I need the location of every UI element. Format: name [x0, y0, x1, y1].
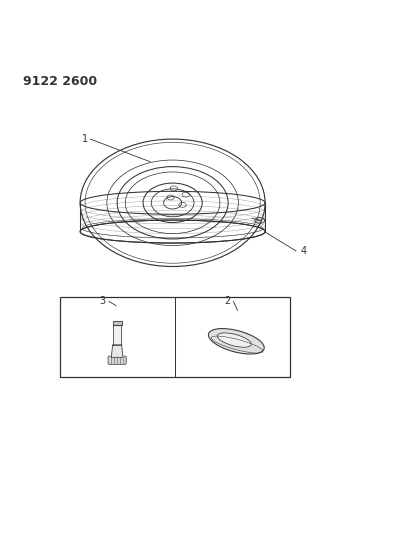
- Ellipse shape: [208, 328, 264, 354]
- Polygon shape: [113, 325, 121, 345]
- Bar: [60, 297, 290, 377]
- Ellipse shape: [217, 333, 251, 347]
- Text: 4: 4: [300, 246, 306, 256]
- Text: 1: 1: [83, 134, 88, 144]
- Polygon shape: [111, 345, 123, 357]
- Polygon shape: [113, 321, 122, 325]
- Text: 3: 3: [100, 296, 106, 306]
- Text: 9122 2600: 9122 2600: [23, 75, 97, 88]
- FancyBboxPatch shape: [108, 356, 126, 365]
- Text: 2: 2: [224, 296, 231, 306]
